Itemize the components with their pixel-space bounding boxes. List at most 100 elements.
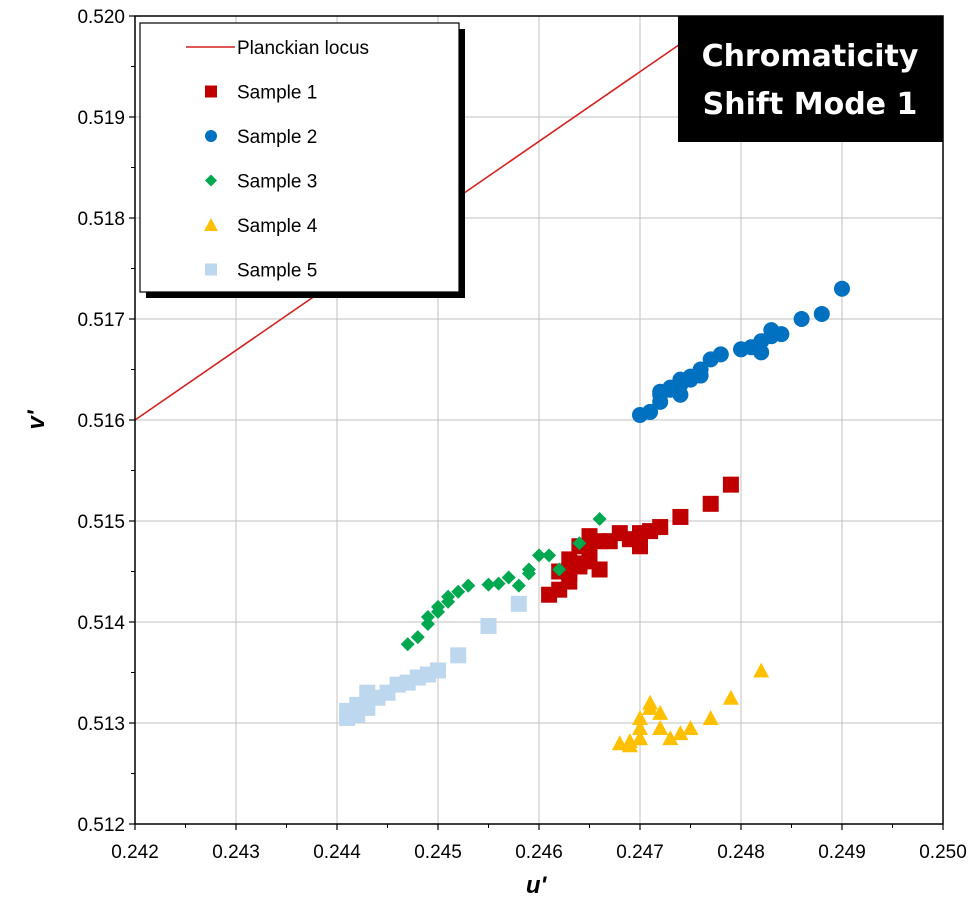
sample-4-points — [611, 662, 770, 753]
sample-3-point — [420, 617, 435, 632]
sample-2-point — [753, 344, 770, 361]
sample-2-point — [813, 305, 830, 322]
sample-1-point — [722, 476, 739, 493]
sample-4-point — [722, 689, 739, 705]
legend: Planckian locus Sample 1 Sample 2 Sample 3 S… — [139, 22, 465, 298]
y-tick-label: 0.520 — [77, 7, 125, 28]
legend-swatch-sample-1 — [205, 85, 217, 98]
sample-3-point — [552, 562, 567, 577]
legend-label-sample-2: Sample 2 — [237, 127, 317, 148]
x-axis-title: u' — [526, 872, 548, 899]
sample-4-point — [642, 694, 659, 710]
sample-3-point — [501, 570, 516, 585]
x-tick-label: 0.249 — [818, 842, 866, 863]
sample-4-point — [632, 709, 648, 725]
chart-title: Chromaticity Shift Mode 1 — [678, 16, 943, 142]
title-line-2: Shift Mode 1 — [703, 87, 918, 122]
legend-swatch-sample-4 — [204, 218, 218, 231]
sample-5-point — [450, 647, 467, 664]
x-tick-label: 0.244 — [313, 842, 361, 863]
legend-swatch-sample-3 — [205, 174, 217, 187]
title-box — [678, 16, 943, 142]
sample-5-point — [510, 595, 527, 612]
sample-3-point — [532, 548, 546, 563]
sample-1-point — [571, 555, 588, 572]
y-tick-label: 0.518 — [77, 209, 125, 230]
sample-3-point — [431, 599, 445, 614]
sample-3-point — [461, 578, 476, 593]
y-tick-label: 0.519 — [77, 108, 125, 129]
sample-3-point — [491, 576, 506, 591]
sample-4-point — [632, 730, 648, 746]
sample-2-points — [632, 280, 850, 423]
x-tick-label: 0.245 — [414, 842, 462, 863]
legend-label-sample-5: Sample 5 — [237, 261, 317, 282]
sample-4-point — [632, 720, 648, 736]
sample-3-point — [420, 609, 435, 624]
legend-swatch-sample-2 — [205, 130, 217, 142]
sample-4-point — [652, 720, 669, 736]
legend-label-sample-3: Sample 3 — [237, 172, 317, 193]
x-tick-label: 0.250 — [919, 842, 967, 863]
sample-4-point — [621, 733, 638, 749]
sample-2-point — [682, 371, 699, 388]
sample-2-point — [692, 361, 709, 378]
sample-2-point — [652, 383, 669, 400]
sample-4-point — [753, 662, 770, 678]
y-tick-label: 0.517 — [77, 310, 125, 331]
sample-5-point — [430, 662, 446, 679]
sample-3-point — [542, 548, 557, 563]
title-line-1: Chromaticity — [702, 39, 919, 74]
sample-1-point — [581, 528, 598, 545]
sample-3-point — [592, 511, 607, 526]
y-axis-title: v' — [23, 409, 50, 429]
x-tick-label: 0.243 — [212, 842, 260, 863]
sample-3-point — [481, 577, 496, 592]
sample-2-point — [793, 311, 810, 327]
y-tick-label: 0.513 — [77, 714, 125, 735]
sample-3-points — [400, 511, 607, 652]
data-points — [339, 280, 850, 753]
legend-label-planckian-locus: Planckian locus — [237, 38, 369, 59]
sample-1-point — [632, 538, 648, 555]
sample-2-point — [712, 346, 729, 363]
sample-4-point — [702, 709, 719, 725]
sample-2-point — [773, 326, 790, 343]
sample-4-point — [682, 720, 699, 736]
sample-2-point — [834, 280, 850, 297]
y-tick-label: 0.514 — [77, 613, 125, 634]
sample-5-point — [339, 709, 356, 726]
y-tick-label: 0.516 — [77, 411, 125, 432]
x-tick-label: 0.246 — [515, 842, 563, 863]
sample-3-point — [521, 562, 536, 577]
y-tick-label: 0.512 — [77, 815, 125, 836]
sample-4-point — [672, 725, 689, 741]
sample-3-point — [572, 536, 587, 551]
y-tick-label: 0.515 — [77, 512, 125, 533]
sample-5-points — [339, 595, 527, 726]
legend-items: Planckian locus Sample 1 Sample 2 Sample 3 S… — [186, 38, 369, 282]
sample-5-point — [359, 699, 376, 716]
sample-1-point — [591, 561, 608, 578]
sample-3-point — [511, 578, 526, 593]
sample-3-point — [410, 630, 425, 645]
x-tick-label: 0.247 — [616, 842, 664, 863]
x-tick-label: 0.248 — [717, 842, 765, 863]
sample-3-point — [400, 637, 415, 652]
sample-5-point — [480, 618, 497, 635]
x-tick-label: 0.242 — [111, 842, 159, 863]
legend-label-sample-4: Sample 4 — [237, 216, 318, 237]
sample-3-point — [441, 589, 456, 604]
sample-4-point — [662, 730, 679, 746]
sample-1-point — [672, 508, 689, 525]
legend-label-sample-1: Sample 1 — [237, 83, 317, 104]
sample-4-point — [652, 704, 669, 720]
legend-swatch-sample-5 — [205, 263, 217, 276]
legend-box — [139, 22, 460, 293]
sample-3-point — [451, 584, 466, 599]
sample-1-point — [611, 525, 628, 542]
axis-ticks: 0.242 0.243 0.244 0.245 0.246 0.247 0.248 0.249… — [77, 7, 966, 863]
sample-1-point — [702, 495, 719, 512]
sample-1-point — [652, 519, 669, 536]
